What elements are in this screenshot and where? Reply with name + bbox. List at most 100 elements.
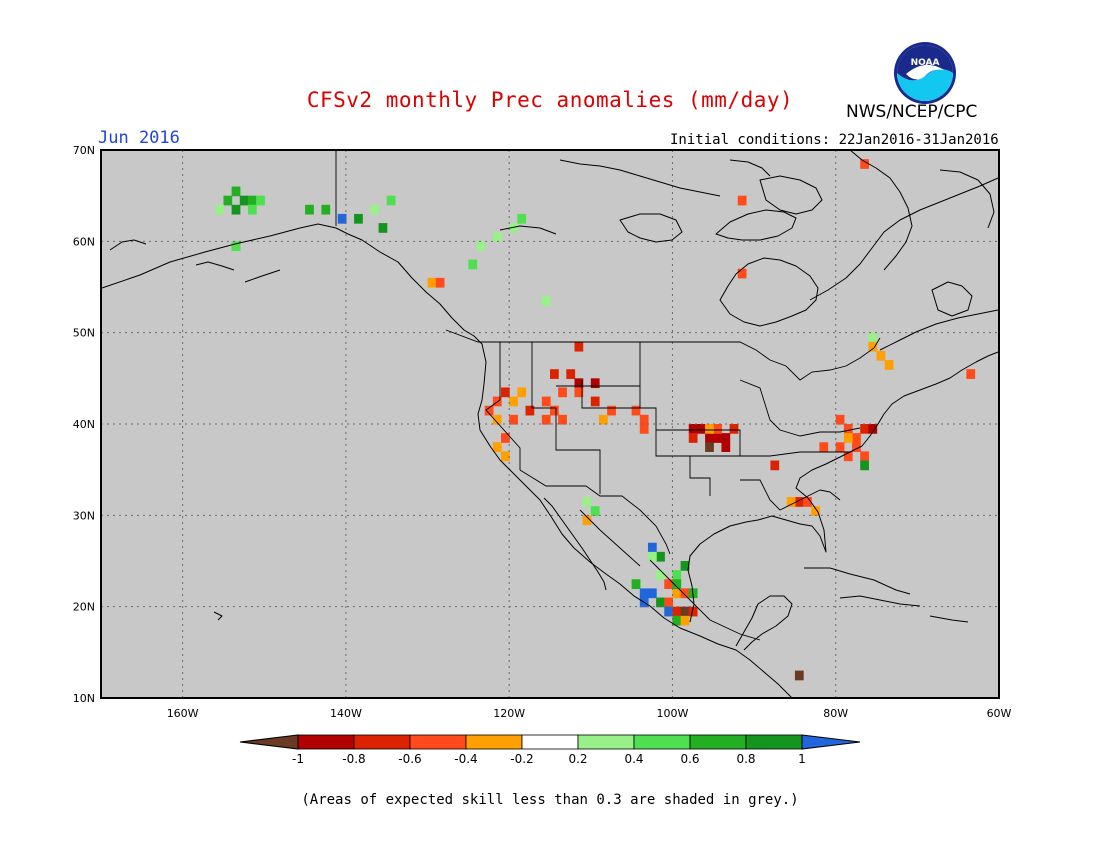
anomaly-cell [705, 424, 714, 434]
anomaly-cell [680, 588, 690, 599]
anomaly-cell [256, 195, 265, 206]
legend-tick-label: 0.6 [680, 752, 699, 766]
legend-tick-label: 0.8 [736, 752, 755, 766]
anomaly-cell [631, 405, 641, 416]
anomaly-cell [803, 497, 812, 507]
anomaly-cell [574, 387, 584, 398]
legend-tick-label: -1 [292, 752, 304, 766]
anomaly-cell [427, 277, 437, 288]
anomaly-cell [664, 606, 674, 617]
legend-swatch [689, 734, 747, 750]
legend-tick-label: 1 [798, 752, 806, 766]
anomaly-cell [794, 670, 804, 681]
noaa-logo: NOAA [894, 42, 956, 104]
coastlines-and-borders [101, 149, 999, 699]
anomaly-cell [631, 579, 641, 589]
anomaly-cell [639, 588, 649, 599]
anomaly-cell [590, 396, 600, 407]
anomaly-cell [737, 268, 747, 279]
color-legend: -1 -0.8 -0.6 -0.4 -0.2 0.2 0.4 0.6 0.8 1 [239, 734, 861, 766]
legend-tick-label: -0.4 [454, 752, 477, 766]
anomaly-cell [558, 414, 567, 425]
anomaly-cell [868, 341, 878, 352]
anomaly-cell [876, 350, 886, 361]
lon-label: 80W [823, 707, 848, 720]
lat-label: 10N [73, 692, 95, 705]
anomaly-cell [664, 579, 674, 589]
lon-label: 140W [330, 707, 362, 720]
lon-label: 120W [493, 707, 525, 720]
anomaly-cell [868, 332, 878, 343]
anomaly-cell [664, 597, 674, 608]
anomaly-cell [566, 369, 576, 379]
anomaly-cell [860, 159, 869, 169]
anomaly-cell [860, 451, 869, 462]
anomaly-cell [370, 204, 380, 215]
anomaly-cell [525, 405, 535, 416]
anomaly-cell [247, 195, 257, 206]
anomaly-cell [713, 424, 723, 434]
anomaly-cell [688, 424, 698, 434]
lat-label: 40N [73, 418, 95, 431]
anomaly-cell [868, 424, 878, 434]
anomaly-cell [607, 405, 616, 416]
map-frame [100, 149, 1000, 699]
forecast-month: Jun 2016 [98, 128, 180, 148]
anomaly-cells [215, 159, 976, 681]
anomaly-cell [337, 213, 347, 224]
anomaly-cell [639, 414, 649, 425]
anomaly-cell [501, 387, 510, 398]
legend-tick-label: -0.2 [510, 752, 533, 766]
anomaly-cell [492, 414, 502, 425]
anomaly-cell [484, 405, 494, 416]
anomaly-cell [582, 497, 592, 507]
anomaly-cell [884, 360, 894, 370]
anomaly-cell [492, 232, 502, 242]
latitude-labels: 70N 60N 50N 40N 30N 20N 10N [73, 144, 95, 705]
anomaly-cell [305, 204, 314, 215]
anomaly-cell [713, 433, 723, 443]
anomaly-cell [223, 195, 233, 206]
anomaly-cell [860, 460, 869, 471]
anomaly-cell [680, 606, 690, 617]
anomaly-cell [501, 433, 510, 443]
anomaly-cell [215, 204, 225, 215]
anomaly-cell [770, 460, 780, 471]
anomaly-cell [696, 424, 706, 434]
anomaly-cell [705, 442, 714, 452]
anomaly-cell [517, 213, 527, 224]
anomaly-cell [672, 615, 682, 626]
initial-conditions: Initial conditions: 22Jan2016-31Jan2016 [670, 132, 999, 148]
lat-label: 30N [73, 509, 95, 522]
skill-note: (Areas of expected skill less than 0.3 a… [301, 792, 799, 808]
anomaly-cell [558, 387, 567, 398]
anomaly-cell [354, 213, 363, 224]
anomaly-cell [794, 497, 804, 507]
lat-label: 60N [73, 235, 95, 248]
anomaly-cell [590, 506, 600, 516]
anomaly-cell [852, 433, 861, 443]
lat-label: 50N [73, 327, 95, 340]
anomaly-cell [672, 579, 682, 589]
anomaly-cell [647, 542, 657, 553]
legend-swatch [409, 734, 467, 750]
anomaly-cell [688, 433, 698, 443]
legend-swatch [353, 734, 411, 750]
anomaly-cell [231, 186, 241, 197]
anomaly-cell [835, 414, 845, 425]
anomaly-cell [860, 424, 869, 434]
anomaly-cell [509, 223, 518, 233]
legend-tick-label: 0.2 [568, 752, 587, 766]
lat-label: 70N [73, 144, 95, 157]
legend-swatch [465, 734, 523, 750]
anomaly-cell [321, 204, 331, 215]
anomaly-cell [517, 387, 527, 398]
anomaly-cell [598, 414, 608, 425]
anomaly-cell [843, 424, 853, 434]
anomaly-cell [672, 606, 682, 617]
legend-swatch [633, 734, 691, 750]
anomaly-cell [386, 195, 396, 206]
legend-swatch [577, 734, 635, 750]
anomaly-cell [574, 378, 584, 389]
anomaly-cell [501, 451, 510, 462]
